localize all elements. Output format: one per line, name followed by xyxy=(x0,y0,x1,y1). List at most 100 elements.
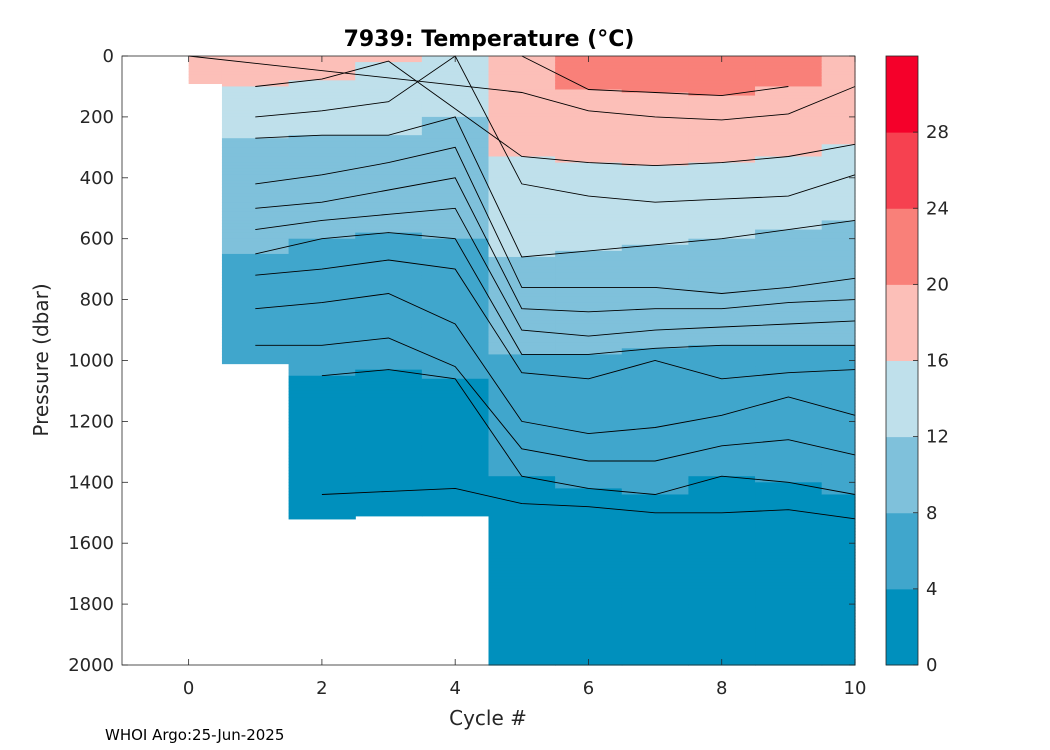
temperature-cell xyxy=(555,138,623,142)
temperature-cell xyxy=(421,320,490,325)
temperature-cell xyxy=(555,229,623,234)
temperature-cell xyxy=(821,369,856,374)
temperature-cell xyxy=(555,290,623,295)
temperature-cell xyxy=(555,299,623,304)
temperature-cell xyxy=(488,534,556,538)
temperature-cell xyxy=(755,427,823,432)
temperature-cell xyxy=(755,655,823,660)
temperature-cell xyxy=(621,186,690,191)
temperature-cell xyxy=(621,497,690,502)
temperature-cell xyxy=(821,241,856,246)
temperature-cell xyxy=(555,491,623,496)
temperature-cell xyxy=(288,83,356,88)
temperature-cell xyxy=(688,174,756,179)
temperature-cell xyxy=(688,445,756,450)
temperature-cell xyxy=(621,223,690,228)
temperature-cell xyxy=(221,214,290,218)
temperature-cell xyxy=(821,397,856,401)
temperature-column-9 xyxy=(755,56,823,666)
temperature-cell xyxy=(621,65,690,69)
temperature-cell xyxy=(821,196,856,200)
temperature-cell xyxy=(755,287,823,292)
temperature-cell xyxy=(621,278,690,282)
temperature-cell xyxy=(755,543,823,547)
temperature-cell xyxy=(555,512,623,517)
temperature-cell xyxy=(288,147,356,151)
temperature-cell xyxy=(221,345,290,349)
temperature-cell xyxy=(488,491,556,496)
temperature-cell xyxy=(821,451,856,456)
temperature-cell xyxy=(555,336,623,340)
temperature-cell xyxy=(755,409,823,413)
temperature-cell xyxy=(621,330,690,334)
temperature-cell xyxy=(621,336,690,340)
temperature-cell xyxy=(821,269,856,273)
temperature-cell xyxy=(755,634,823,639)
temperature-cell xyxy=(555,71,623,75)
temperature-cell xyxy=(488,604,556,608)
temperature-cell xyxy=(688,473,756,477)
isotherm-5 xyxy=(255,337,856,462)
temperature-cell xyxy=(221,305,290,310)
temperature-cell xyxy=(621,83,690,88)
temperature-cell xyxy=(221,208,290,212)
temperature-cell xyxy=(555,205,623,209)
temperature-cell xyxy=(821,552,856,556)
temperature-cell xyxy=(221,293,290,298)
temperature-cell xyxy=(488,649,556,654)
temperature-cell xyxy=(221,351,290,356)
temperature-cell xyxy=(821,363,856,368)
temperature-cell xyxy=(688,305,756,310)
temperature-cell xyxy=(821,604,856,608)
temperature-cell xyxy=(355,308,423,313)
temperature-cell xyxy=(555,122,623,127)
temperature-cell xyxy=(421,226,490,231)
temperature-cell xyxy=(688,196,756,200)
temperature-cell xyxy=(621,409,690,413)
chart-title: 7939: Temperature (°C) xyxy=(344,27,635,52)
temperature-cell xyxy=(488,616,556,620)
temperature-cell xyxy=(221,284,290,289)
temperature-cell xyxy=(488,421,556,426)
temperature-cell xyxy=(288,512,356,517)
temperature-cell xyxy=(488,311,556,316)
temperature-cell xyxy=(555,369,623,374)
temperature-cell xyxy=(221,290,290,295)
temperature-cell xyxy=(621,174,690,179)
temperature-cell xyxy=(688,558,756,563)
temperature-cell xyxy=(421,68,490,72)
temperature-cell xyxy=(688,421,756,426)
temperature-cell xyxy=(621,196,690,200)
temperature-cell xyxy=(288,348,356,352)
temperature-cell xyxy=(355,272,423,276)
temperature-cell xyxy=(821,430,856,435)
temperature-cell xyxy=(555,576,623,581)
temperature-cell xyxy=(821,384,856,389)
temperature-cell xyxy=(621,649,690,654)
temperature-cell xyxy=(488,62,556,66)
temperature-cell xyxy=(621,540,690,544)
temperature-cell xyxy=(621,323,690,328)
temperature-cell xyxy=(621,68,690,72)
temperature-cell xyxy=(688,159,756,164)
temperature-cell xyxy=(288,144,356,148)
colorbar-band xyxy=(886,512,918,590)
temperature-cell xyxy=(555,594,623,599)
temperature-cell xyxy=(755,177,823,182)
temperature-cell xyxy=(621,369,690,374)
temperature-cell xyxy=(488,247,556,252)
temperature-column-6 xyxy=(555,56,623,666)
temperature-cell xyxy=(355,116,423,121)
temperature-cell xyxy=(821,229,856,234)
temperature-cell xyxy=(488,162,556,167)
temperature-cell xyxy=(355,281,423,285)
temperature-cell xyxy=(821,336,856,340)
temperature-cell xyxy=(821,640,856,645)
temperature-cell xyxy=(821,360,856,365)
temperature-cell xyxy=(221,275,290,279)
temperature-cell xyxy=(555,351,623,356)
temperature-cell xyxy=(355,320,423,325)
temperature-cell xyxy=(555,418,623,422)
temperature-cell xyxy=(755,616,823,620)
temperature-cell xyxy=(821,92,856,97)
